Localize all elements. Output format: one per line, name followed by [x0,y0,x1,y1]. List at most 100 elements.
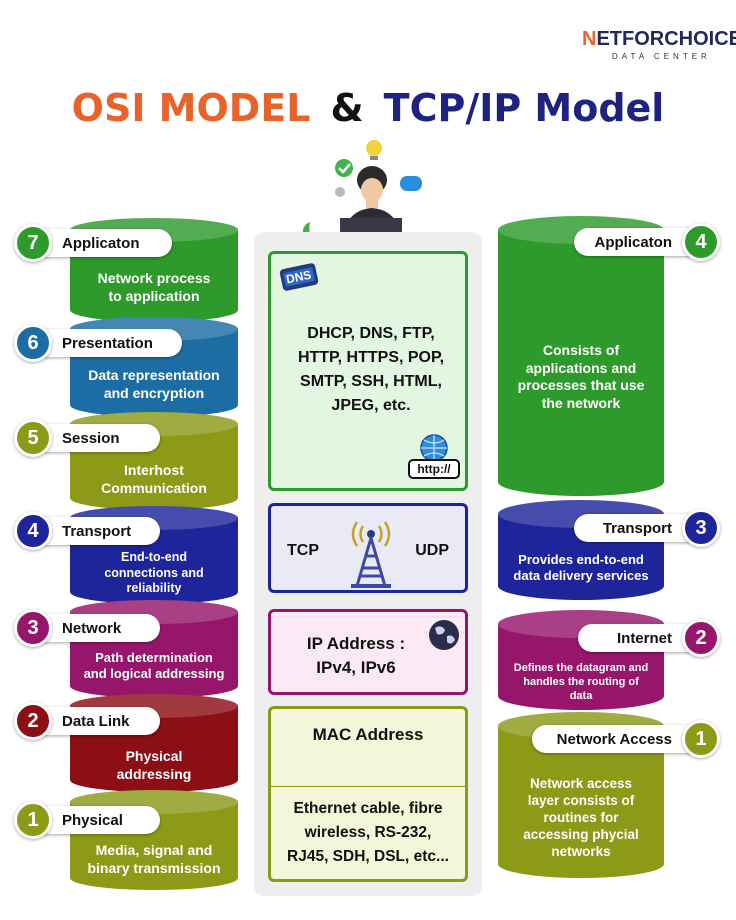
description-line: reliability [126,581,182,596]
layer-number-badge: 1 [682,720,720,758]
physical-protocols-list: Ethernet cable, fibre wireless, RS-232, … [271,797,465,869]
description-line: End-to-end [121,550,187,564]
network-line: IP Address : [306,634,406,653]
layer-number: 1 [27,808,39,831]
layer-name: Network [62,619,122,637]
tcpip-layer-4: Consists of applications and processes tha… [498,216,664,496]
layer-description: End-to-end connections and reliability [70,550,238,597]
description-line: accessing phycial [523,826,639,842]
description-line: handles the routing of [523,675,639,688]
description-line: connections and [104,565,204,580]
description-line: applications and [525,359,637,376]
layer-number-badge: 3 [682,509,720,547]
layer-description: Defines the datagram and handles the rout… [498,662,664,703]
osi-layer-3: Path determination and logical addressing [70,600,238,698]
layer-description: Media, signal and binary transmission [70,842,238,877]
mac-address-label: MAC Address [312,725,424,744]
title-osi: OSI MODEL [71,86,311,130]
layer-number: 2 [695,626,707,649]
layer-name: Presentation [62,334,153,352]
layer-number: 3 [695,516,707,539]
description-line: and encryption [103,384,205,401]
description-line: Path determination [95,650,213,665]
transport-protocols-box: TCP UDP [268,503,468,593]
layer-number-badge: 6 [14,324,52,362]
lightbulb-icon [366,140,382,156]
layer-number: 4 [695,230,707,253]
description-line: layer consists of [527,792,635,808]
layer-number-badge: 2 [682,619,720,657]
layer-description: Provides end-to-end data delivery service… [498,552,664,585]
person-laptop-illustration [302,140,444,244]
layer-number: 3 [27,616,39,639]
layer-number: 7 [27,231,39,254]
title-ampersand: & [330,86,364,130]
tcp-label: TCP [287,542,319,559]
physical-protocols-box: Ethernet cable, fibre wireless, RS-232, … [268,786,468,882]
application-protocols-box: DNS DHCP, DNS, FTP, HTTP, HTTPS, POP, SM… [268,251,468,491]
description-line: Consists of [542,342,620,358]
brand-logo: NETFORCHOICE DATA CENTER [582,28,736,68]
layer-number-badge: 7 [14,224,52,262]
globe-http-icon: http:// [407,434,461,480]
description-line: Physical [125,748,183,764]
description-line: binary transmission [87,859,221,876]
protocol-line: DHCP, DNS, FTP, [307,325,435,342]
description-line: the network [541,394,621,411]
cylinder-body [498,726,664,878]
description-line: Network process [97,270,211,286]
dns-icon: DNS [279,262,319,292]
layer-number-badge: 3 [14,609,52,647]
protocol-line: SMTP, SSH, HTML, [300,373,442,390]
layer-description: Network process to application [70,270,238,305]
description-line: data delivery services [513,568,649,584]
description-line: routines for [543,809,619,825]
layer-name: Transport [62,522,132,540]
layer-description: Network access layer consists of routines … [498,776,664,860]
layer-description: Interhost Communication [70,462,238,497]
description-line: and logical addressing [83,666,225,682]
description-line: addressing [116,765,192,782]
protocol-line: JPEG, etc. [331,397,411,414]
description-line: Defines the datagram and [513,662,649,674]
udp-label: UDP [415,542,449,559]
network-line: IPv4, IPv6 [316,658,396,677]
logo-text: NETFORCHOICE [582,28,736,51]
layer-number-badge: 5 [14,419,52,457]
layer-name: Data Link [62,712,130,730]
globe-icon [429,620,459,650]
physical-line: Ethernet cable, fibre [293,800,443,817]
layer-description: Consists of applications and processes tha… [498,342,664,412]
chat-bubble-icon [400,176,422,191]
application-protocols-list: DHCP, DNS, FTP, HTTP, HTTPS, POP, SMTP, … [271,322,471,418]
datalink-protocols-box: MAC Address [268,706,468,788]
protocol-line: HTTP, HTTPS, POP, [297,349,445,366]
network-protocols-text: IP Address : IPv4, IPv6 [271,632,441,680]
description-line: Media, signal and [95,842,213,858]
layer-name: Network Access [556,730,672,748]
antenna-tower-icon [351,521,391,588]
logo-word: ETFORCHOICE [596,28,736,50]
description-line: to application [108,287,200,304]
cylinder-body [498,230,664,496]
layer-description: Data representation and encryption [70,367,238,402]
layer-number: 4 [27,519,39,542]
page-title: OSI MODEL & TCP/IP Model [0,86,736,130]
physical-line: wireless, RS-232, [304,824,432,841]
layer-number: 6 [27,331,39,354]
check-icon [335,159,353,177]
layer-number: 5 [27,426,39,449]
logo-subtitle: DATA CENTER [612,52,711,61]
layer-name: Internet [616,629,672,647]
description-line: data [569,689,593,702]
layer-description: Physical addressing [70,748,238,783]
layer-name: Transport [602,519,672,537]
osi-layer-1: Media, signal and binary transmission [70,790,238,890]
layer-name: Session [62,429,120,447]
layer-name: Physical [62,811,123,829]
layer-number: 2 [27,709,39,732]
description-line: Network access [529,776,633,791]
logo-letter: N [582,28,597,50]
description-line: networks [551,843,611,859]
layer-name: Applicaton [594,233,673,251]
